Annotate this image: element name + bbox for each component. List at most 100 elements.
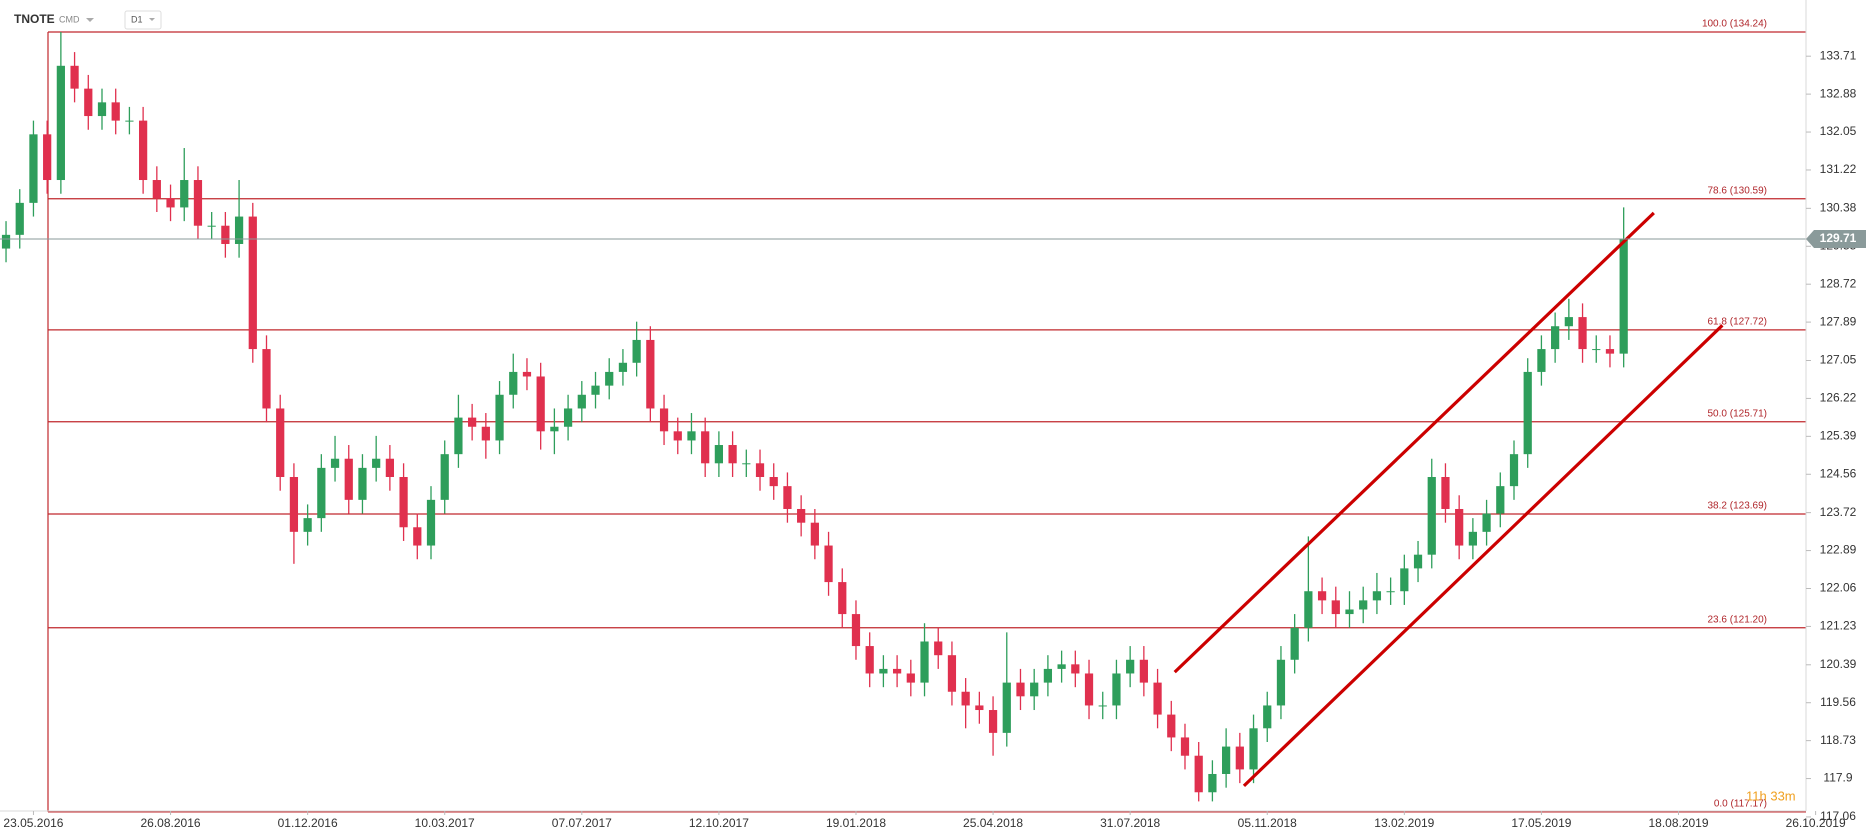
candle-body xyxy=(1592,349,1601,351)
x-tick-label: 12.10.2017 xyxy=(689,816,749,830)
candle-body xyxy=(1441,477,1450,509)
candle-body xyxy=(15,202,24,235)
x-tick-label: 23.05.2016 xyxy=(3,816,63,830)
candle-body xyxy=(399,477,408,528)
candle-body xyxy=(1276,659,1286,706)
current-price-label: 129.71 xyxy=(1820,231,1857,245)
y-tick-label: 124.56 xyxy=(1820,466,1857,480)
interval[interactable]: D1 xyxy=(131,14,143,24)
candle-body xyxy=(1002,682,1011,733)
interval-box[interactable] xyxy=(124,10,162,30)
fib-label: 0.0 (117.17) xyxy=(1714,799,1767,810)
candle-body xyxy=(481,426,490,441)
candle-body xyxy=(221,225,230,244)
x-tick-label: 25.04.2018 xyxy=(963,816,1023,830)
candle-body xyxy=(618,362,628,372)
candle-body xyxy=(1043,668,1053,683)
candle-body xyxy=(495,394,504,441)
x-tick-label: 17.05.2019 xyxy=(1511,816,1571,830)
candle-body xyxy=(687,431,696,441)
candle-body xyxy=(111,102,120,121)
candle-body xyxy=(673,431,682,441)
y-tick-label: 130.38 xyxy=(1820,201,1857,215)
candle-body xyxy=(1180,737,1190,756)
x-tick-label: 01.12.2016 xyxy=(278,816,338,830)
candle-body xyxy=(1057,664,1066,669)
candle-body xyxy=(43,134,52,181)
candle-body xyxy=(70,65,79,89)
candle-body xyxy=(289,477,299,532)
candle-body xyxy=(714,445,724,464)
x-tick-label: 31.07.2018 xyxy=(1100,816,1160,830)
candle-body xyxy=(344,458,353,500)
fib-label: 78.6 (130.59) xyxy=(1708,185,1768,196)
y-tick-label: 125.39 xyxy=(1820,429,1857,443)
candle-body xyxy=(166,198,175,208)
x-tick-label: 18.08.2019 xyxy=(1648,816,1708,830)
y-tick-label: 117.06 xyxy=(1820,809,1856,823)
candle-body xyxy=(1249,728,1258,770)
candle-body xyxy=(317,467,326,519)
y-tick-label: 128.72 xyxy=(1820,276,1857,290)
candle-body xyxy=(1359,600,1368,610)
candle-body xyxy=(920,641,929,683)
candle-body xyxy=(1208,773,1217,793)
dropdown-arrow[interactable] xyxy=(149,18,155,21)
x-tick-label: 26.10.2019 xyxy=(1786,816,1846,830)
candle-body xyxy=(1482,513,1491,532)
market[interactable]: CMD xyxy=(59,14,80,24)
candle-body xyxy=(1496,486,1505,514)
candle-body xyxy=(769,477,778,487)
candle-body xyxy=(1290,627,1299,660)
candle-body xyxy=(1372,591,1382,601)
candle-body xyxy=(1,234,11,249)
candle-body xyxy=(1084,673,1094,706)
candle-body xyxy=(1153,682,1162,715)
candle-body xyxy=(1551,326,1560,350)
symbol[interactable]: TNOTE xyxy=(14,12,55,26)
candle-body xyxy=(1523,371,1532,455)
candle-body xyxy=(659,408,669,432)
candle-body xyxy=(879,668,888,674)
candle-body xyxy=(865,646,874,674)
candle-body xyxy=(838,582,847,615)
candle-body xyxy=(385,458,394,478)
candle-body xyxy=(29,134,38,203)
candle-body xyxy=(440,454,449,500)
y-tick-label: 123.72 xyxy=(1820,505,1857,519)
candle-body xyxy=(1468,531,1477,546)
candle-body xyxy=(947,655,957,692)
candle-body xyxy=(1317,591,1327,601)
timer: 11h 33m xyxy=(1746,788,1796,803)
x-tick-label: 07.07.2017 xyxy=(552,816,612,830)
candle-body xyxy=(563,408,573,427)
candle-body xyxy=(577,394,586,409)
candle-body xyxy=(975,705,984,711)
y-tick-label: 132.05 xyxy=(1820,124,1857,138)
candle-body xyxy=(468,417,477,427)
candle-body xyxy=(783,486,792,509)
candle-body xyxy=(810,522,819,546)
candle-body xyxy=(139,120,148,181)
candle-body xyxy=(207,225,216,227)
fib-label: 50.0 (125.71) xyxy=(1708,408,1768,419)
candle-body xyxy=(550,426,559,432)
candle-body xyxy=(906,673,915,683)
candle-body xyxy=(1386,591,1395,593)
candle-body xyxy=(330,458,340,468)
y-tick-label: 126.22 xyxy=(1820,391,1857,405)
dropdown-arrow[interactable] xyxy=(86,18,94,22)
candle-body xyxy=(1331,600,1340,615)
candle-body xyxy=(605,371,614,386)
candle-body xyxy=(742,463,751,465)
candle-body xyxy=(1564,317,1573,327)
candle-body xyxy=(1509,454,1519,487)
candle-body xyxy=(1427,477,1436,555)
y-tick-label: 127.89 xyxy=(1820,314,1857,328)
candle-body xyxy=(1413,554,1423,569)
candle-body xyxy=(1235,746,1244,770)
candle-body xyxy=(276,408,285,478)
candle-body xyxy=(701,431,710,464)
